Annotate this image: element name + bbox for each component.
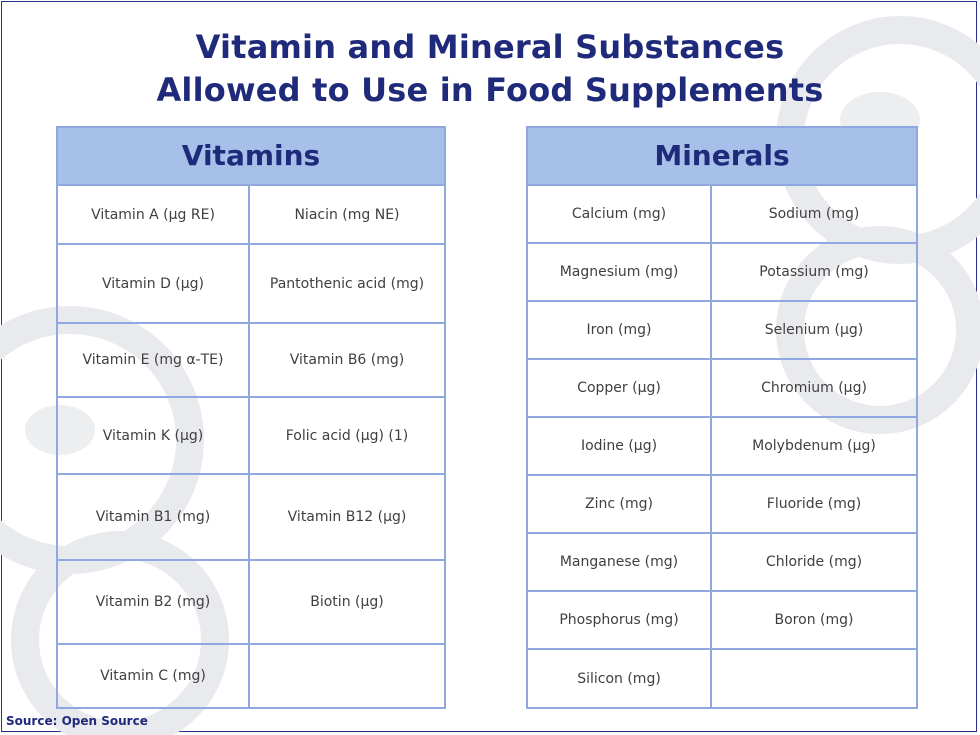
table-cell: Vitamin K (µg) (56, 396, 250, 475)
table-cell: Magnesium (mg) (526, 242, 712, 302)
table-cell: Vitamin E (mg α-TE) (56, 322, 250, 398)
table-cell: Molybdenum (µg) (709, 416, 919, 476)
table-cell: Niacin (mg NE) (248, 184, 446, 245)
table-row: Magnesium (mg) Potassium (mg) (526, 242, 919, 302)
table-cell: Phosphorus (mg) (526, 590, 712, 650)
table-cell (248, 643, 446, 709)
table-cell: Calcium (mg) (526, 184, 712, 244)
minerals-header: Minerals (525, 126, 919, 186)
table-row: Vitamin K (µg) Folic acid (µg) (1) (56, 396, 446, 475)
table-cell: Chloride (mg) (709, 532, 919, 592)
table-cell: Fluoride (mg) (709, 474, 919, 534)
table-row: Phosphorus (mg) Boron (mg) (526, 590, 919, 650)
table-row: Vitamin B2 (mg) Biotin (µg) (56, 559, 446, 645)
vitamins-table: Vitamins Vitamin A (µg RE) Niacin (mg NE… (56, 126, 446, 709)
table-row: Vitamin B1 (mg) Vitamin B12 (µg) (56, 473, 446, 561)
title-line-2: Allowed to Use in Food Supplements (156, 71, 824, 109)
table-row: Vitamin A (µg RE) Niacin (mg NE) (56, 184, 446, 245)
table-cell: Potassium (mg) (709, 242, 919, 302)
source-note: Source: Open Source (6, 714, 148, 728)
table-cell: Vitamin B2 (mg) (56, 559, 250, 645)
table-row: Vitamin C (mg) (56, 643, 446, 709)
table-cell: Biotin (µg) (248, 559, 446, 645)
table-cell: Vitamin B6 (mg) (248, 322, 446, 398)
vitamins-header: Vitamins (56, 126, 446, 186)
table-row: Calcium (mg) Sodium (mg) (526, 184, 919, 244)
table-cell: Vitamin D (µg) (56, 243, 250, 324)
title-line-1: Vitamin and Mineral Substances (195, 28, 785, 66)
table-cell: Boron (mg) (709, 590, 919, 650)
table-cell: Chromium (µg) (709, 358, 919, 418)
table-cell: Copper (µg) (526, 358, 712, 418)
table-cell: Vitamin B12 (µg) (248, 473, 446, 561)
table-cell: Vitamin B1 (mg) (56, 473, 250, 561)
table-cell: Zinc (mg) (526, 474, 712, 534)
table-row: Vitamin D (µg) Pantothenic acid (mg) (56, 243, 446, 324)
table-cell: Selenium (µg) (709, 300, 919, 360)
table-row: Silicon (mg) (526, 648, 919, 709)
page-title: Vitamin and Mineral Substances Allowed t… (0, 26, 980, 112)
table-row: Manganese (mg) Chloride (mg) (526, 532, 919, 592)
table-row: Iodine (µg) Molybdenum (µg) (526, 416, 919, 476)
table-cell: Manganese (mg) (526, 532, 712, 592)
table-cell: Sodium (mg) (709, 184, 919, 244)
table-cell: Vitamin C (mg) (56, 643, 250, 709)
table-cell: Iodine (µg) (526, 416, 712, 476)
table-row: Copper (µg) Chromium (µg) (526, 358, 919, 418)
table-row: Vitamin E (mg α-TE) Vitamin B6 (mg) (56, 322, 446, 398)
table-cell: Silicon (mg) (526, 648, 712, 709)
table-cell: Folic acid (µg) (1) (248, 396, 446, 475)
table-cell: Iron (mg) (526, 300, 712, 360)
table-cell: Pantothenic acid (mg) (248, 243, 446, 324)
table-row: Iron (mg) Selenium (µg) (526, 300, 919, 360)
minerals-table: Minerals Calcium (mg) Sodium (mg) Magnes… (525, 126, 919, 709)
table-row: Zinc (mg) Fluoride (mg) (526, 474, 919, 534)
table-cell: Vitamin A (µg RE) (56, 184, 250, 245)
table-cell (709, 648, 919, 709)
